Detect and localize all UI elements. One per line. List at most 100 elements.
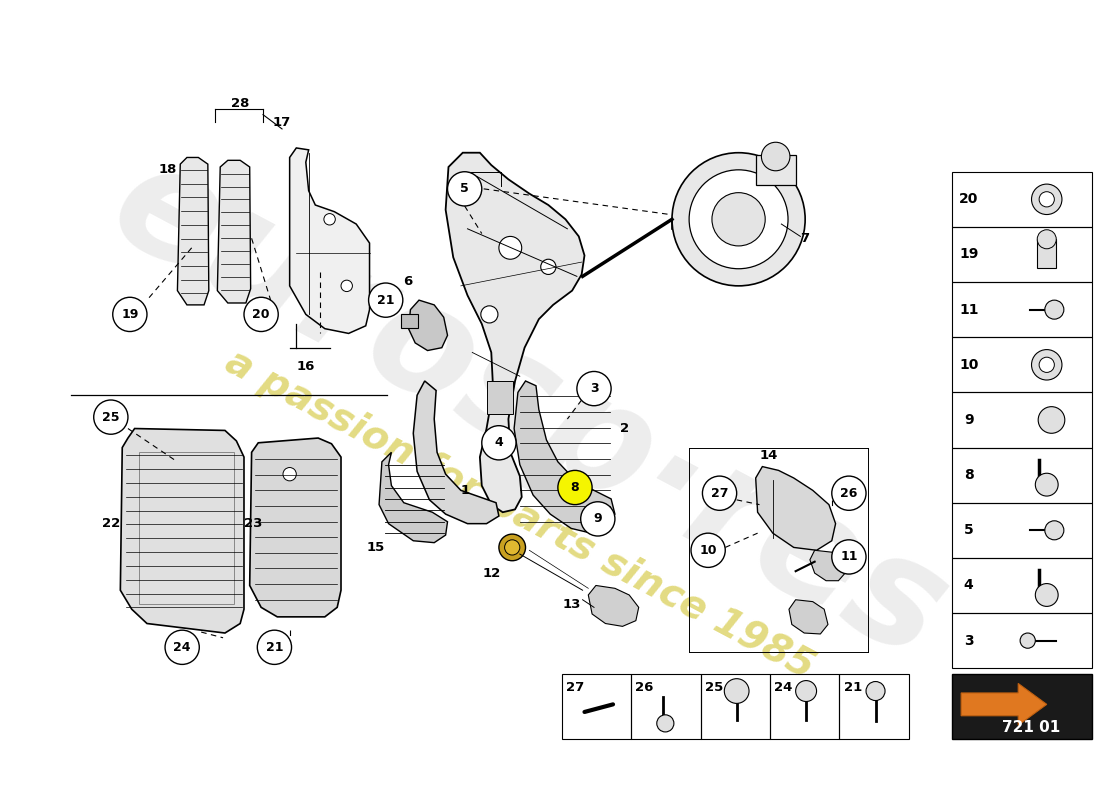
Circle shape [1037,230,1056,249]
Bar [1037,239,1056,268]
Circle shape [505,540,520,555]
Circle shape [672,153,805,286]
Circle shape [1035,474,1058,496]
Circle shape [724,678,749,703]
Text: 3: 3 [964,634,974,648]
Bar [952,558,1092,613]
Text: 7: 7 [801,232,810,245]
Circle shape [712,193,766,246]
Text: 8: 8 [571,481,580,494]
Polygon shape [789,600,828,634]
Text: 21: 21 [844,681,861,694]
Circle shape [832,476,866,510]
Text: 23: 23 [244,517,263,530]
Circle shape [499,237,521,259]
Bar [140,452,234,605]
Circle shape [368,283,403,318]
Bar [952,227,1092,282]
Circle shape [283,467,296,481]
Text: 5: 5 [964,523,974,538]
Text: 19: 19 [959,247,978,262]
Text: 21: 21 [266,641,283,654]
Text: 26: 26 [840,486,858,500]
Circle shape [481,306,498,323]
Text: 3: 3 [590,382,598,395]
Text: 2: 2 [620,422,629,435]
Bar [952,282,1092,338]
Circle shape [558,470,592,505]
Circle shape [112,298,147,331]
Text: 13: 13 [563,598,581,611]
Bar [952,172,1092,227]
Bar [486,381,514,414]
Circle shape [323,214,336,225]
Circle shape [691,533,725,567]
Text: 20: 20 [959,192,978,206]
Circle shape [1035,583,1058,606]
Text: 4: 4 [495,436,504,450]
Circle shape [1045,521,1064,540]
Bar [952,392,1092,447]
Text: 10: 10 [959,358,978,372]
Circle shape [689,170,788,269]
Bar [952,447,1092,502]
Circle shape [832,540,866,574]
Text: 20: 20 [252,308,270,321]
Circle shape [581,502,615,536]
Polygon shape [177,158,209,305]
Bar [562,674,631,738]
Text: 21: 21 [377,294,395,306]
Circle shape [499,534,526,561]
Circle shape [482,426,516,460]
Text: 9: 9 [964,413,974,427]
Bar [756,154,795,185]
Text: eurosp·res: eurosp·res [88,127,971,691]
Polygon shape [514,381,615,533]
Text: 721 01: 721 01 [1002,720,1060,734]
Text: 24: 24 [174,641,191,654]
Text: 26: 26 [635,681,653,694]
Polygon shape [120,429,244,633]
Bar [952,338,1092,392]
Polygon shape [408,300,448,350]
Circle shape [1020,633,1035,648]
Text: 6: 6 [403,274,412,288]
Text: 4: 4 [964,578,974,593]
Text: 1: 1 [460,484,470,497]
Text: 14: 14 [760,449,778,462]
Text: 11: 11 [840,550,858,563]
Bar [839,674,909,738]
Polygon shape [379,452,448,542]
Bar [952,502,1092,558]
Circle shape [257,630,292,665]
Circle shape [448,172,482,206]
Circle shape [657,715,674,732]
Text: 25: 25 [102,410,120,424]
Text: 24: 24 [774,681,792,694]
Text: 11: 11 [959,302,979,317]
Text: 18: 18 [158,163,177,176]
Text: 27: 27 [711,486,728,500]
Circle shape [1045,300,1064,319]
Text: 17: 17 [273,116,292,129]
Bar [952,674,1092,738]
Text: 5: 5 [460,182,469,195]
Polygon shape [810,550,845,581]
Text: 19: 19 [121,308,139,321]
Text: 15: 15 [366,541,384,554]
Circle shape [94,400,128,434]
Circle shape [703,476,737,510]
Polygon shape [756,466,836,550]
Circle shape [1040,357,1054,373]
Polygon shape [218,160,251,303]
Polygon shape [414,381,499,524]
Circle shape [795,681,816,702]
Text: 12: 12 [482,566,500,580]
Polygon shape [446,153,584,512]
Polygon shape [961,683,1047,726]
Text: 22: 22 [101,517,120,530]
Text: 8: 8 [964,468,974,482]
Circle shape [341,280,352,291]
Polygon shape [250,438,341,617]
Circle shape [576,371,612,406]
